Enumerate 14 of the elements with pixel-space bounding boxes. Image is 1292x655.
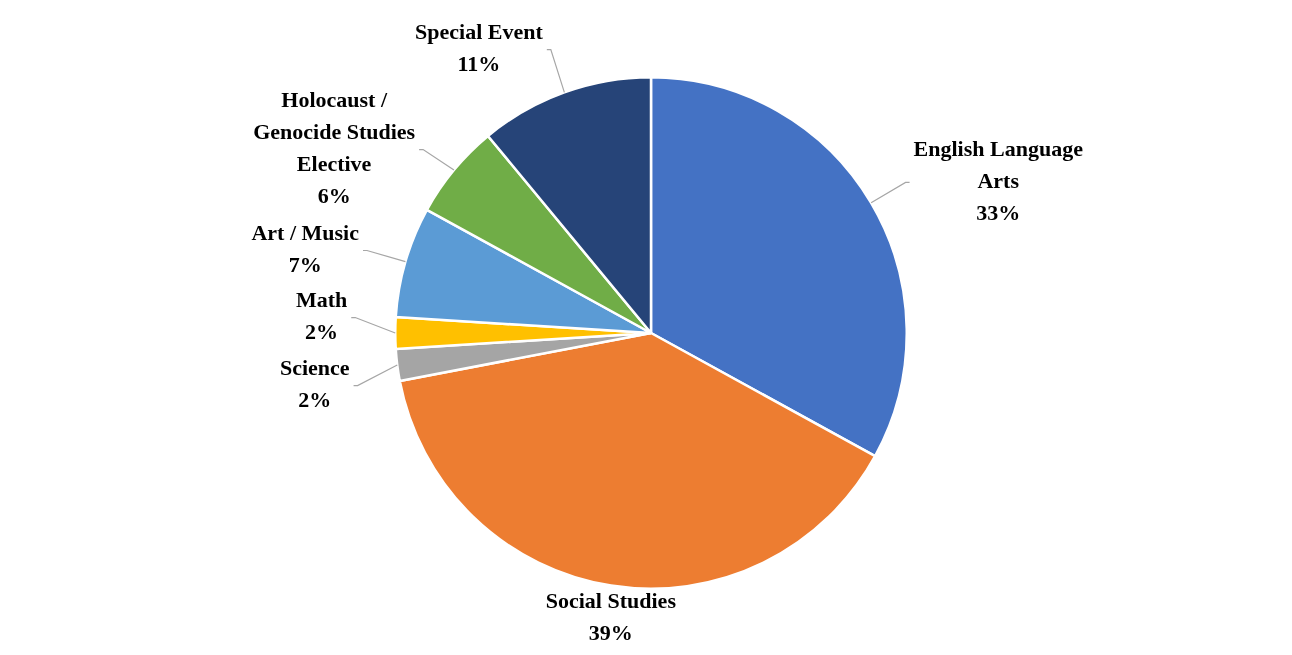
- data-label: 6%: [317, 183, 351, 209]
- slice-label: English Language Arts: [913, 136, 1084, 194]
- data-label: 2%: [305, 319, 339, 345]
- slice-label: Art / Music: [251, 220, 360, 246]
- slice-label: Social Studies: [545, 588, 677, 614]
- data-label: 2%: [298, 387, 332, 413]
- data-label: 33%: [976, 200, 1021, 226]
- data-label: 39%: [588, 620, 633, 646]
- slice-label: Math: [295, 287, 348, 313]
- slice-label: Special Event: [415, 19, 544, 45]
- data-label: 11%: [457, 51, 501, 77]
- slice-label: Holocaust / Genocide Studies Elective: [253, 87, 416, 177]
- slice-label: Science: [279, 355, 350, 381]
- data-label: 7%: [288, 252, 322, 278]
